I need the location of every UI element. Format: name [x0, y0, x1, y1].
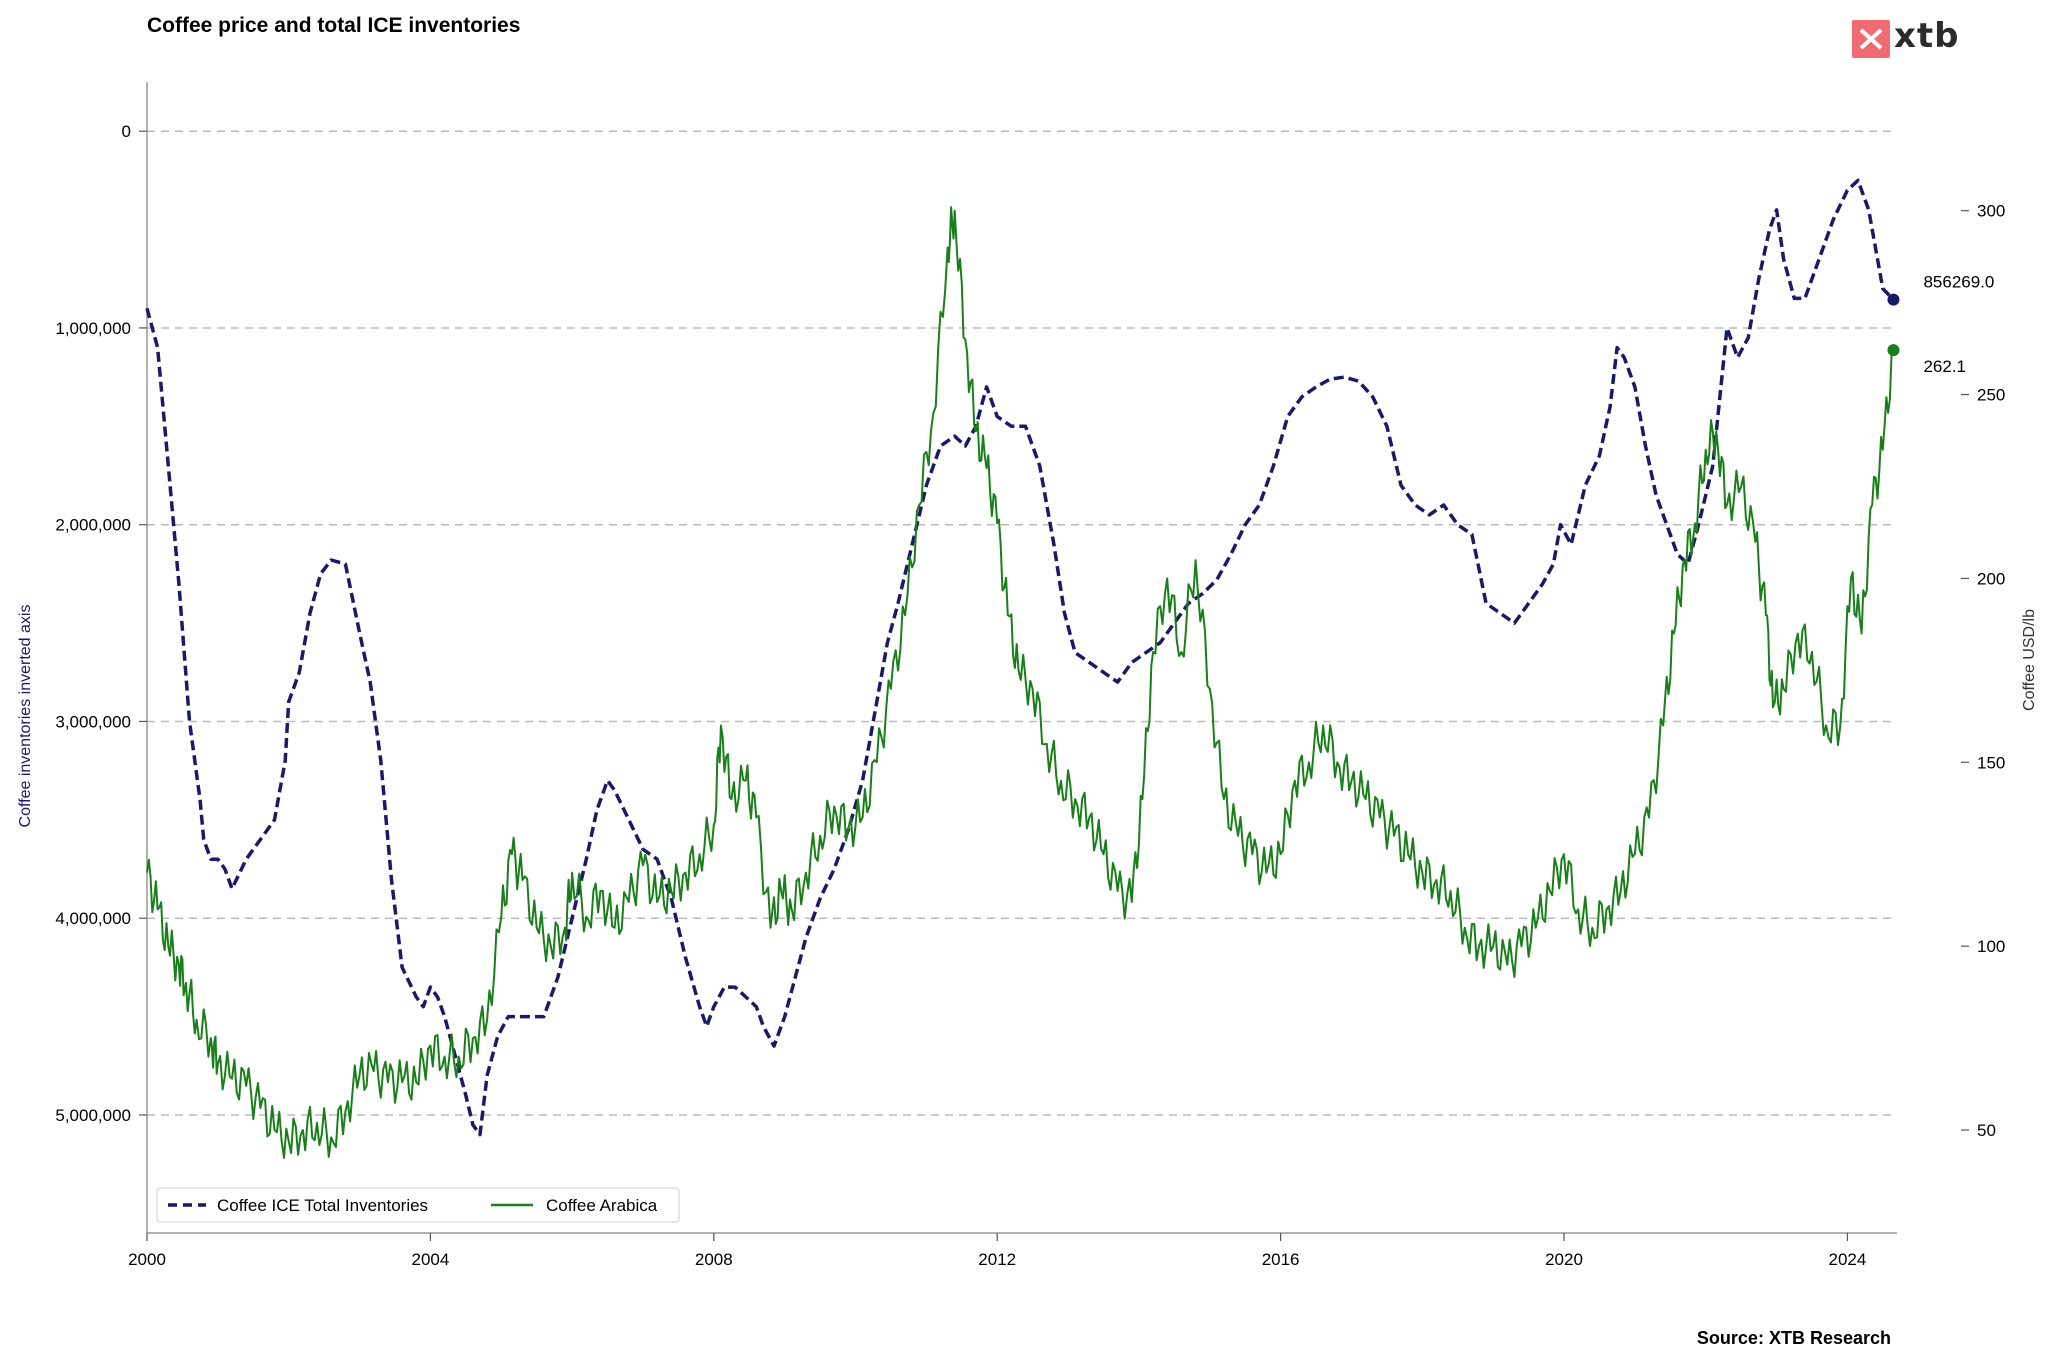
left-tick-label: 0	[122, 122, 131, 141]
chart-title: Coffee price and total ICE inventories	[147, 14, 521, 37]
x-tick-label: 2008	[695, 1250, 733, 1269]
right-axis-ticks: 50 100 150 200 250 300	[1961, 202, 2005, 1140]
end-markers: 856269.0 262.1	[1887, 273, 1994, 376]
series-layer	[145, 178, 1895, 1159]
left-tick-label: 5,000,000	[55, 1106, 131, 1125]
grid-lines	[147, 130, 1897, 1116]
arabica-price-line	[146, 206, 1894, 1159]
right-tick-label: 100	[1977, 937, 2005, 956]
legend-box	[156, 1187, 680, 1223]
xtb-logo: xtb	[1852, 16, 1962, 58]
legend-label-inventories: Coffee ICE Total Inventories	[217, 1196, 428, 1215]
legend-label-arabica: Coffee Arabica	[546, 1196, 658, 1215]
left-axis-ticks: 0 1,000,000 2,000,000 3,000,000 4,000,000 5,0…	[55, 122, 147, 1125]
left-tick-label: 2,000,000	[55, 516, 131, 535]
x-tick-label: 2012	[978, 1250, 1016, 1269]
right-axis-title: Coffee USD/lb	[2021, 609, 2038, 711]
right-tick-label: 300	[1977, 202, 2005, 221]
legend: Coffee ICE Total Inventories Coffee Arab…	[156, 1187, 680, 1223]
x-tick-label: 2004	[411, 1250, 449, 1269]
right-tick-label: 250	[1977, 386, 2005, 405]
left-tick-label: 3,000,000	[55, 712, 131, 731]
inventories-line	[145, 178, 1895, 1137]
inventories-end-label: 856269.0	[1923, 273, 1994, 292]
left-tick-label: 4,000,000	[55, 909, 131, 928]
left-tick-label: 1,000,000	[55, 319, 131, 338]
x-axis-ticks: 2000 2004 2008 2012 2016 2020 2024	[128, 1233, 1866, 1269]
xtb-logo-badge-icon	[1852, 20, 1890, 58]
axes	[146, 82, 1897, 1234]
x-tick-label: 2020	[1545, 1250, 1583, 1269]
arabica-end-label: 262.1	[1923, 357, 1966, 376]
x-tick-label: 2000	[128, 1250, 166, 1269]
arabica-end-marker	[1887, 344, 1900, 357]
x-tick-label: 2024	[1828, 1250, 1866, 1269]
xtb-logo-word: xtb	[1894, 16, 1960, 56]
source-note: Source: XTB Research	[1696, 1328, 1891, 1348]
right-tick-label: 200	[1977, 569, 2005, 588]
x-tick-label: 2016	[1262, 1250, 1300, 1269]
left-axis-title: Coffee inventories inverted axis	[17, 605, 34, 828]
right-tick-label: 150	[1977, 753, 2005, 772]
right-tick-label: 50	[1977, 1121, 1996, 1140]
inventories-end-marker	[1887, 293, 1900, 306]
